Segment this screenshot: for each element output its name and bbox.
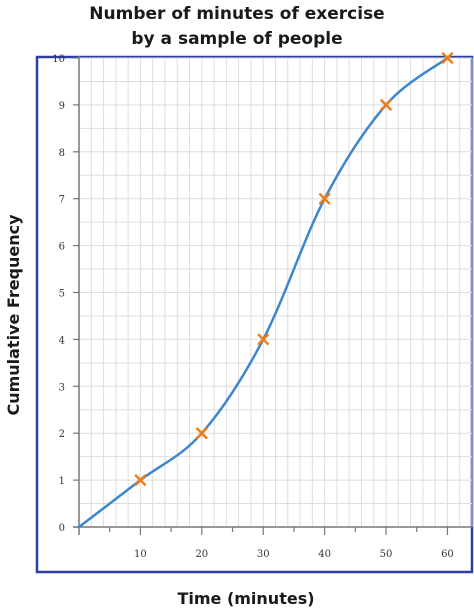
axes bbox=[73, 56, 472, 535]
x-tick-label: 30 bbox=[257, 549, 270, 560]
y-tick-label: 10 bbox=[52, 54, 65, 65]
y-tick-label: 4 bbox=[59, 335, 65, 346]
data-point-marker bbox=[318, 192, 331, 205]
marker-stroke bbox=[380, 99, 392, 111]
tick-labels: 0 1 2 3 4 5 6 7 8 9 10 10 20 30 40 50 60 bbox=[52, 54, 454, 560]
x-tick-label: 60 bbox=[441, 549, 454, 560]
y-tick-label: 9 bbox=[59, 101, 65, 112]
data-point-marker bbox=[257, 333, 269, 346]
data-point-marker bbox=[441, 52, 454, 64]
x-tick-label: 10 bbox=[134, 549, 147, 560]
y-tick-label: 8 bbox=[59, 148, 65, 159]
y-tick-label: 3 bbox=[59, 382, 65, 393]
y-tick-label: 5 bbox=[59, 289, 65, 300]
y-tick-label: 6 bbox=[59, 242, 65, 253]
chart-title-line-2: by a sample of people bbox=[131, 29, 343, 49]
marker-stroke bbox=[257, 333, 269, 346]
marker-stroke bbox=[318, 192, 331, 205]
chart-title: Number of minutes of exercise by a sampl… bbox=[0, 2, 474, 52]
x-tick-label: 50 bbox=[380, 549, 393, 560]
x-axis-title: Time (minutes) bbox=[177, 589, 314, 608]
data-markers bbox=[134, 52, 454, 486]
chart-title-line-1: Number of minutes of exercise bbox=[89, 4, 385, 24]
data-point-marker bbox=[196, 427, 208, 439]
x-tick-label: 20 bbox=[195, 549, 208, 560]
marker-stroke bbox=[134, 474, 147, 486]
y-tick-label: 2 bbox=[59, 429, 65, 440]
y-tick-label: 0 bbox=[59, 523, 65, 534]
x-tick-label: 40 bbox=[318, 549, 331, 560]
marker-stroke bbox=[196, 427, 208, 439]
grid bbox=[79, 57, 473, 527]
y-axis-title: Cumulative Frequency bbox=[4, 214, 23, 416]
y-tick-label: 7 bbox=[59, 195, 65, 206]
marker-stroke bbox=[441, 52, 454, 64]
chart-frame bbox=[35, 55, 474, 574]
data-point-marker bbox=[134, 474, 147, 486]
y-tick-label: 1 bbox=[59, 476, 65, 487]
data-point-marker bbox=[380, 99, 392, 111]
